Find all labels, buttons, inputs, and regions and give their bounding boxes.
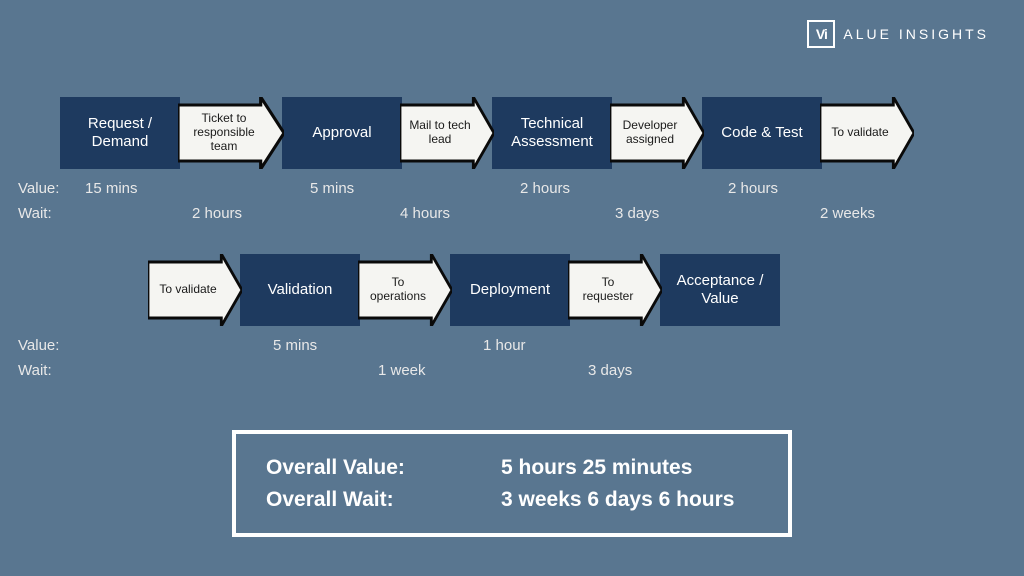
- wait-metric: 2 hours: [192, 205, 242, 222]
- transition-arrow: To requester: [570, 254, 660, 326]
- row2-value-label: Value:: [18, 337, 59, 354]
- value-metric: 15 mins: [85, 180, 138, 197]
- arrow-label: To operations: [360, 254, 432, 326]
- process-step: Technical Assessment: [492, 97, 612, 169]
- summary-wait-amount: 3 weeks 6 days 6 hours: [501, 484, 734, 516]
- arrow-label: Ticket to responsible team: [180, 97, 264, 169]
- arrow-label: Mail to tech lead: [402, 97, 474, 169]
- flow-row-1: Request / Demand Ticket to responsible t…: [60, 97, 912, 169]
- arrow-label: Developer assigned: [612, 97, 684, 169]
- transition-arrow: To validate: [150, 254, 240, 326]
- process-step: Deployment: [450, 254, 570, 326]
- process-step: Validation: [240, 254, 360, 326]
- logo-icon: Vi: [807, 20, 835, 48]
- flow-row-2: To validateValidation To operationsDeplo…: [150, 254, 780, 326]
- transition-arrow: To operations: [360, 254, 450, 326]
- arrow-label: To validate: [822, 97, 894, 169]
- transition-arrow: Ticket to responsible team: [180, 97, 282, 169]
- arrow-label: To requester: [570, 254, 642, 326]
- process-step: Approval: [282, 97, 402, 169]
- brand-logo: Vi ALUE INSIGHTS: [807, 20, 989, 48]
- summary-box: Overall Value: 5 hours 25 minutes Overal…: [232, 430, 792, 537]
- process-step: Code & Test: [702, 97, 822, 169]
- transition-arrow: Mail to tech lead: [402, 97, 492, 169]
- value-metric: 2 hours: [520, 180, 570, 197]
- value-metric: 5 mins: [310, 180, 354, 197]
- wait-metric: 4 hours: [400, 205, 450, 222]
- transition-arrow: Developer assigned: [612, 97, 702, 169]
- summary-value-amount: 5 hours 25 minutes: [501, 452, 692, 484]
- transition-arrow: To validate: [822, 97, 912, 169]
- row1-wait-label: Wait:: [18, 205, 52, 222]
- process-step: Acceptance / Value: [660, 254, 780, 326]
- wait-metric: 3 days: [588, 362, 632, 379]
- value-metric: 5 mins: [273, 337, 317, 354]
- arrow-label: To validate: [150, 254, 222, 326]
- summary-value-label: Overall Value:: [266, 452, 501, 484]
- wait-metric: 2 weeks: [820, 205, 875, 222]
- process-step: Request / Demand: [60, 97, 180, 169]
- summary-wait-label: Overall Wait:: [266, 484, 501, 516]
- row2-wait-label: Wait:: [18, 362, 52, 379]
- row1-value-label: Value:: [18, 180, 59, 197]
- wait-metric: 1 week: [378, 362, 426, 379]
- value-metric: 1 hour: [483, 337, 526, 354]
- value-metric: 2 hours: [728, 180, 778, 197]
- logo-text: ALUE INSIGHTS: [843, 26, 989, 42]
- wait-metric: 3 days: [615, 205, 659, 222]
